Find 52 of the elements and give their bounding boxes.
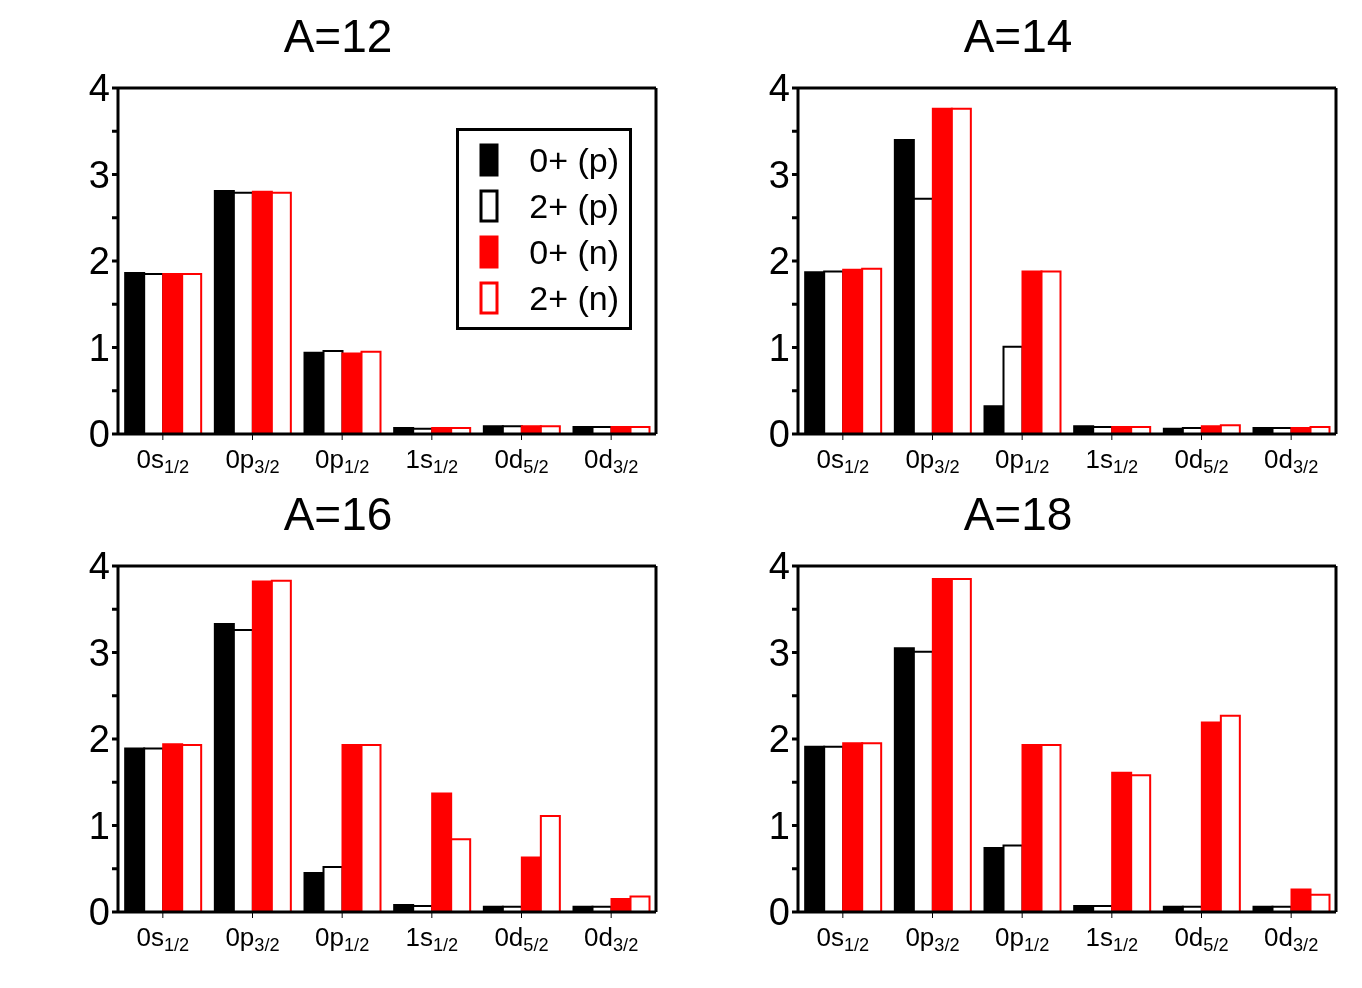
x-tick-label: 0p$_{3/2}$ [225,922,280,956]
x-tick-label: 0d$_{5/2}$ [1174,922,1229,956]
x-tick-label: 0s$_{1/2}$ [816,922,870,956]
y-tick-label: 3 [768,153,790,196]
y-tick-label: 1 [768,326,790,369]
y-tick-label: 0 [768,413,790,456]
y-tick-label: 2 [768,718,790,761]
x-tick-label: 0s$_{1/2}$ [136,444,190,478]
x-tick-label: 1s$_{1/2}$ [405,922,459,956]
y-tick-label: 2 [768,240,790,283]
x-tick-label: 0p$_{1/2}$ [315,922,370,956]
y-tick-label: 4 [88,67,110,110]
y-tick-label: 3 [88,631,110,674]
y-tick-label: 3 [768,631,790,674]
y-tick-label: 0 [88,891,110,934]
y-tick-label: 1 [768,804,790,847]
x-tick-label: 0s$_{1/2}$ [816,444,870,478]
x-tick-label: 0p$_{1/2}$ [315,444,370,478]
x-tick-label: 1s$_{1/2}$ [1085,922,1139,956]
chart-title: A=12 [282,9,394,64]
legend-label: 2+ (p) [529,186,619,226]
y-tick-label: 1 [88,804,110,847]
x-tick-label: 0p$_{3/2}$ [905,922,960,956]
y-tick-label: 4 [768,67,790,110]
x-tick-label: 0s$_{1/2}$ [136,922,190,956]
y-tick-label: 4 [768,545,790,588]
x-tick-label: 1s$_{1/2}$ [1085,444,1139,478]
legend-label: 0+ (p) [529,140,619,180]
chart-title: A=14 [962,9,1074,64]
x-tick-label: 0p$_{1/2}$ [995,444,1050,478]
x-tick-label: 0p$_{3/2}$ [225,444,280,478]
x-tick-label: 1s$_{1/2}$ [405,444,459,478]
legend-label: 0+ (n) [529,232,619,272]
x-tick-label: 0d$_{3/2}$ [584,922,639,956]
x-tick-label: 0d$_{5/2}$ [494,444,549,478]
legend-label: 2+ (n) [529,278,619,318]
x-tick-label: 0d$_{5/2}$ [494,922,549,956]
y-tick-label: 3 [88,153,110,196]
y-tick-label: 2 [88,718,110,761]
y-tick-label: 0 [768,891,790,934]
y-tick-label: 4 [88,545,110,588]
y-tick-label: 1 [88,326,110,369]
chart-title: A=16 [282,487,394,542]
x-tick-label: 0p$_{3/2}$ [905,444,960,478]
chart-title: A=18 [962,487,1074,542]
y-tick-label: 0 [88,413,110,456]
x-tick-label: 0d$_{5/2}$ [1174,444,1229,478]
x-tick-label: 0d$_{3/2}$ [1264,922,1319,956]
x-tick-label: 0d$_{3/2}$ [584,444,639,478]
y-tick-label: 2 [88,240,110,283]
x-tick-label: 0d$_{3/2}$ [1264,444,1319,478]
x-tick-label: 0p$_{1/2}$ [995,922,1050,956]
